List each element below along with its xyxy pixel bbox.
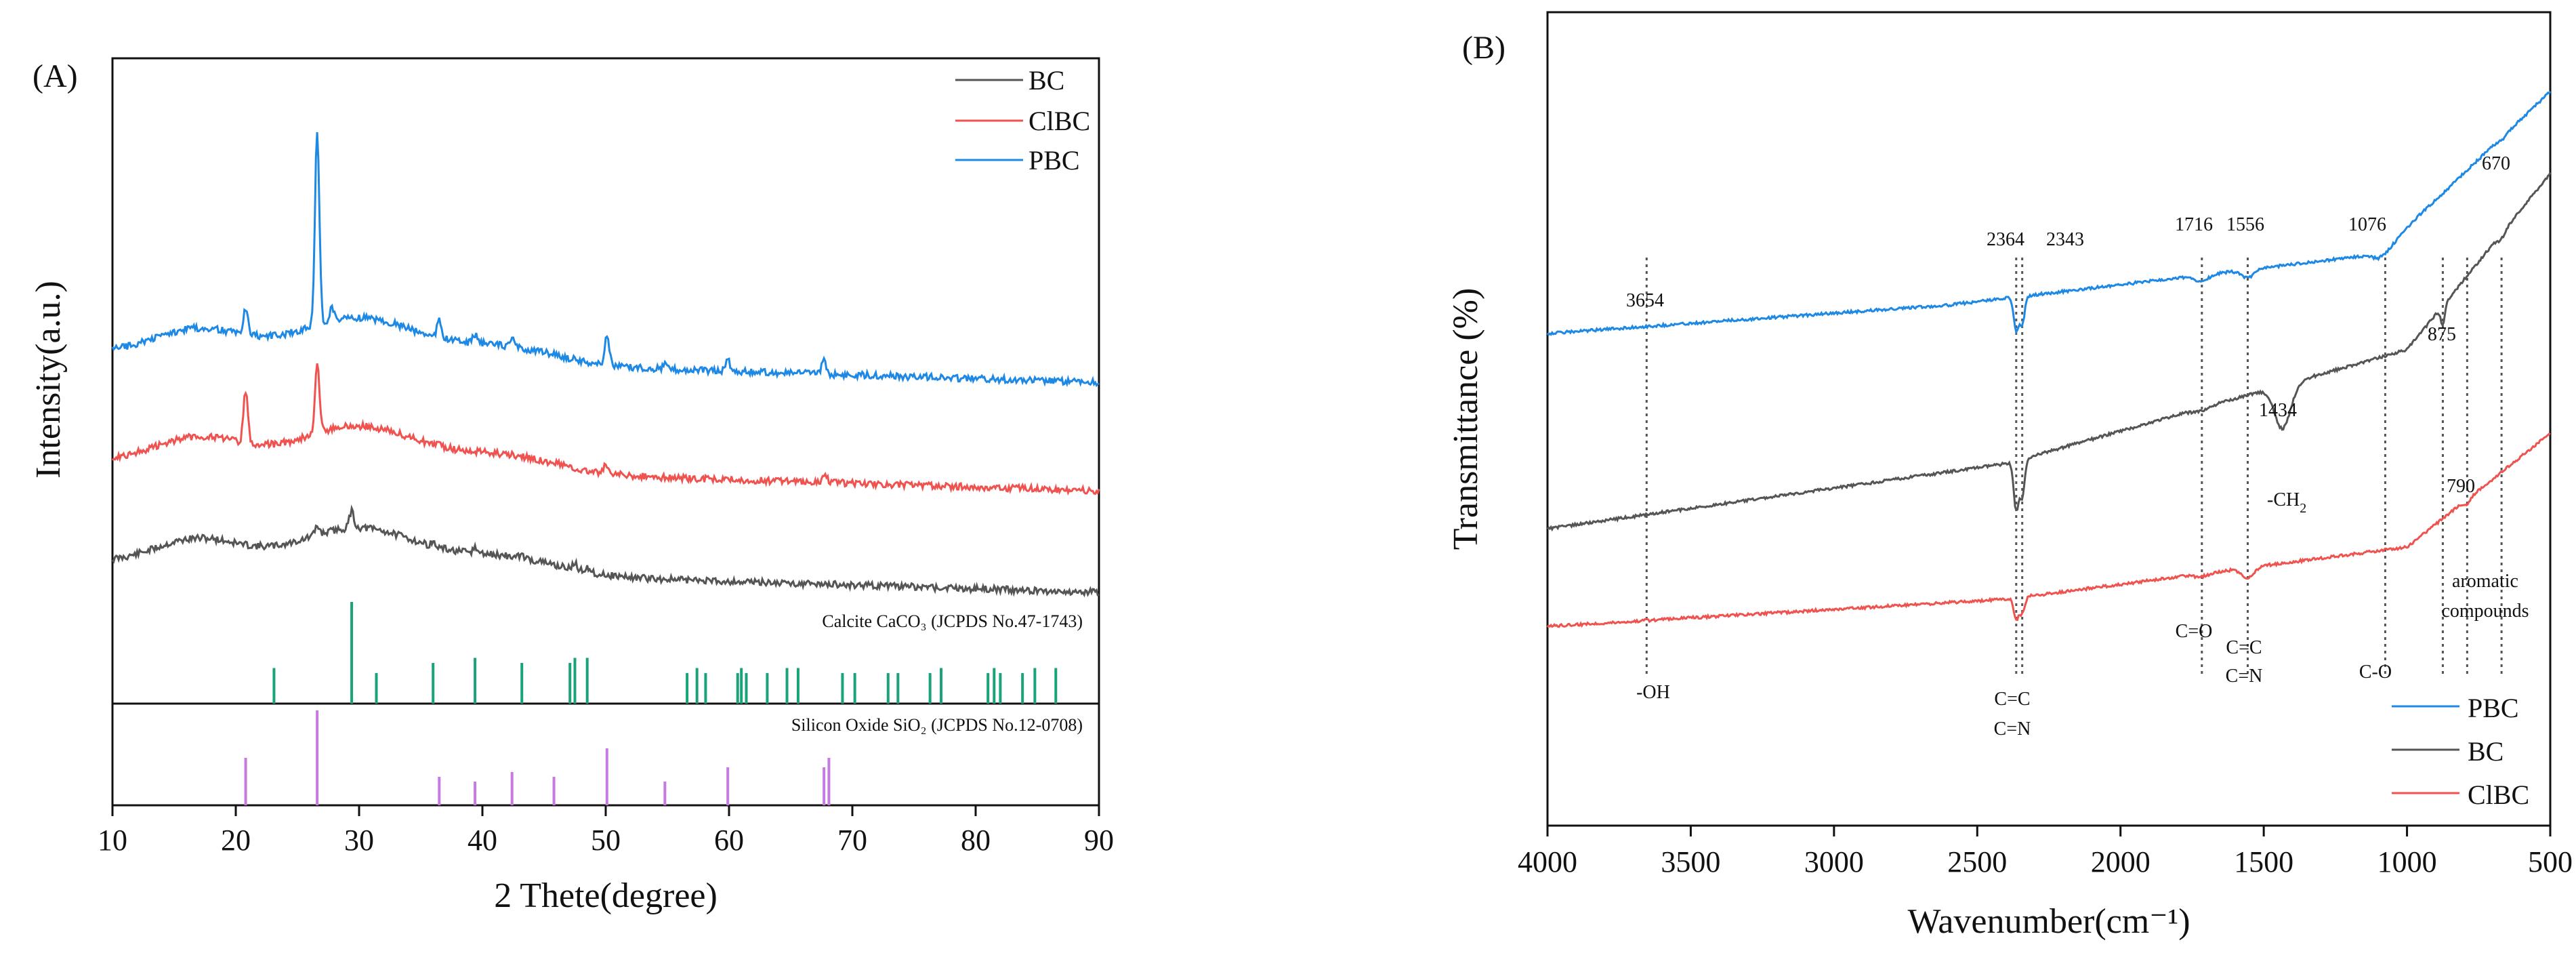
panel-a-legend: BC ClBC PBC (955, 65, 1090, 176)
legend-pbc-label: PBC (2468, 693, 2519, 723)
x-tick-label: 30 (344, 824, 374, 857)
calcite-reference-peaks (272, 602, 1058, 704)
legend-clbc-label: ClBC (1029, 106, 1090, 136)
x-tick-label: 1500 (2234, 845, 2293, 878)
group-c-n-1: C=N (1994, 719, 2031, 740)
annot-3654: 3654 (1626, 290, 1664, 311)
x-tick-label: 500 (2528, 845, 2573, 878)
x-tick-label: 2500 (1947, 845, 2007, 878)
group-ch2-subscript: 2 (2300, 501, 2306, 516)
legend-bc-label: BC (1029, 65, 1064, 96)
x-tick-label: 20 (221, 824, 251, 857)
group-c-o-single: C-O (2359, 662, 2392, 683)
x-tick-label: 70 (837, 824, 867, 857)
annot-670: 670 (2482, 153, 2510, 174)
panel-b-plot-frame (1546, 11, 2552, 827)
group-c-n-2: C=N (2226, 666, 2263, 687)
group-ch2: -CH2 (2267, 489, 2306, 516)
panel-b-label: (B) (1462, 30, 1505, 66)
group-compounds: compounds (2441, 601, 2529, 622)
panel-b-x-ticks: 4000 3500 3000 2500 2000 1500 1000 500 (1518, 826, 2573, 878)
group-c-o-double: C=O (2176, 621, 2213, 642)
series-clbc-line (1546, 432, 2551, 628)
annot-1556: 1556 (2226, 214, 2264, 235)
x-tick-label: 4000 (1518, 845, 1577, 878)
panel-a-y-axis-title: Intensity(a.u.) (29, 281, 68, 479)
series-bc-line (1546, 171, 2552, 532)
x-tick-label: 1000 (2377, 845, 2437, 878)
x-tick-label: 2000 (2091, 845, 2151, 878)
group-c-c-2: C=C (2226, 637, 2262, 658)
panel-b-marker-lines (1645, 258, 2503, 678)
silica-reference-peaks (244, 710, 831, 805)
panel-a-plot-frame (111, 57, 1100, 807)
x-tick-label: 3000 (1804, 845, 1864, 878)
x-tick-label: 60 (714, 824, 744, 857)
x-tick-label: 80 (961, 824, 991, 857)
series-clbc-line (111, 363, 1100, 496)
group-ch2-base: -CH (2267, 489, 2300, 510)
group-aromatic: aromatic (2452, 571, 2518, 592)
annot-2343: 2343 (2046, 229, 2084, 250)
x-tick-label: 50 (591, 824, 621, 857)
x-tick-label: 3500 (1661, 845, 1720, 878)
annot-1434: 1434 (2259, 400, 2297, 421)
panel-b-x-axis-title: Wavenumber(cm⁻¹) (1907, 902, 2190, 941)
calcite-reference-caption: Calcite CaCO₃ (JCPDS No.47-1743) (822, 611, 1083, 631)
legend-bc-label: BC (2468, 736, 2504, 767)
series-pbc-line (1546, 91, 2552, 336)
panel-a-x-ticks: 10 20 30 40 50 60 70 80 90 (98, 805, 1114, 857)
group-c-c-1: C=C (1994, 689, 2030, 710)
panel-b: (B) 3654 2364 2343 1716 1556 1076 670 87… (1447, 11, 2573, 941)
series-bc-line (111, 504, 1100, 598)
annot-790: 790 (2447, 476, 2475, 497)
annot-875: 875 (2428, 324, 2456, 345)
group-oh: -OH (1636, 682, 1670, 703)
panel-a: (A) Calcite CaCO₃ (JCPDS No.47-1743) Sil… (29, 57, 1114, 915)
panel-a-label: (A) (33, 58, 78, 94)
panel-b-y-axis-title: Transmittance (%) (1447, 288, 1485, 550)
panel-a-x-axis-title: 2 Thete(degree) (494, 876, 718, 915)
panel-b-legend: PBC BC ClBC (2392, 693, 2529, 810)
series-pbc-line (111, 132, 1100, 388)
x-tick-label: 40 (468, 824, 497, 857)
x-tick-label: 10 (98, 824, 127, 857)
annot-2364: 2364 (1987, 229, 2024, 250)
annot-1716: 1716 (2175, 214, 2213, 235)
silica-reference-caption: Silicon Oxide SiO₂ (JCPDS No.12-0708) (791, 715, 1083, 735)
legend-clbc-label: ClBC (2468, 780, 2529, 810)
annot-1076: 1076 (2348, 214, 2386, 235)
x-tick-label: 90 (1084, 824, 1114, 857)
legend-pbc-label: PBC (1029, 145, 1080, 176)
